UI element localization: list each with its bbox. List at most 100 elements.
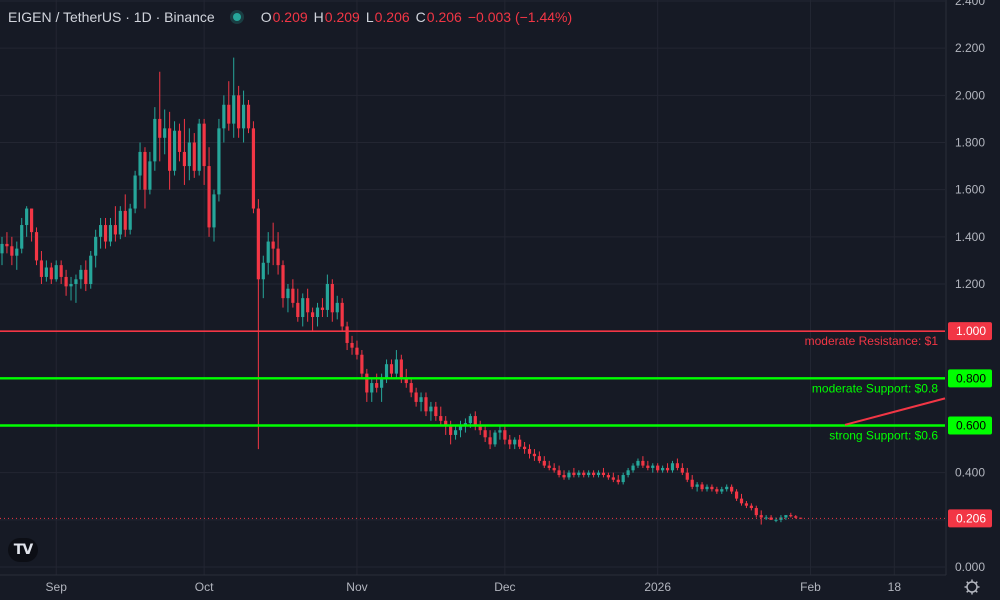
price-axis[interactable]: 0.0000.2000.4000.6000.8001.0001.2001.400… [945, 0, 1000, 600]
gear-tooth [966, 581, 969, 584]
time-tick-label: Nov [346, 580, 367, 594]
candle-body [207, 166, 211, 228]
candle-body [695, 484, 699, 487]
price-tick-label: 1.600 [955, 183, 985, 197]
gear-tooth [975, 581, 978, 584]
candle-body [187, 142, 191, 167]
candle-body [444, 420, 448, 426]
candle-body [434, 406, 438, 417]
last-price-tag-label: 0.206 [956, 511, 986, 525]
price-level-tag [948, 322, 992, 341]
tradingview-logo-icon[interactable]: TV [8, 538, 38, 562]
candle-body [0, 243, 4, 254]
candle-body [424, 397, 428, 412]
time-axis[interactable]: Sep Oct Nov Dec 2026 Feb 18 [0, 574, 946, 600]
candle-body [256, 208, 260, 280]
gear-tooth [966, 590, 969, 593]
candle-body [197, 123, 201, 171]
time-tick-label: Dec [494, 580, 515, 594]
candle-body [503, 430, 507, 440]
candle-body [641, 460, 645, 466]
candle-body [64, 276, 68, 287]
ohlc-open-label: O [260, 9, 272, 25]
candle-body [310, 312, 315, 318]
candle-body [158, 118, 162, 138]
candlestick-series [0, 57, 803, 525]
candle-body [143, 151, 147, 190]
candle-body [596, 472, 601, 476]
ohlc-open-value: 0.209 [272, 9, 308, 25]
time-tick-label: 2026 [644, 580, 671, 594]
candle-body [419, 397, 423, 402]
candle-body [715, 489, 719, 492]
candle-body [651, 465, 655, 468]
candle-body [789, 515, 793, 517]
candle-body [330, 284, 334, 313]
price-level-tag-label: 1.000 [956, 324, 986, 338]
candle-body [552, 467, 556, 471]
candle-body [360, 354, 364, 374]
candle-body [345, 326, 349, 343]
candle-body [128, 208, 132, 230]
candle-body [138, 151, 142, 176]
candle-body [498, 430, 502, 433]
candle-body [384, 364, 389, 379]
candle-body [355, 347, 359, 355]
candle-body [320, 307, 325, 310]
candle-body [513, 439, 517, 445]
time-tick-label: 18 [888, 580, 902, 594]
candle-body [380, 378, 384, 388]
price-tick-label: 2.400 [955, 0, 985, 8]
ohlc-high-value: 0.209 [324, 9, 360, 25]
candle-body [375, 383, 379, 388]
plot-background [0, 0, 945, 575]
candle-body [769, 517, 773, 520]
candle-body [276, 248, 280, 266]
candle-body [113, 225, 117, 235]
price-tick-label: 1.200 [955, 277, 985, 291]
candle-body [784, 515, 788, 518]
candle-body [661, 467, 665, 471]
candle-body [281, 265, 285, 299]
candle-body [163, 128, 167, 138]
candle-body [118, 210, 122, 235]
candle-body [350, 342, 354, 348]
candle-body [286, 288, 290, 299]
candle-body [153, 118, 157, 162]
candle-body [34, 232, 39, 261]
price-tick-label: 2.000 [955, 88, 985, 102]
candle-body [453, 430, 458, 435]
candle-body [473, 416, 477, 426]
level-label: strong Support: $0.6 [829, 429, 938, 443]
candle-body [177, 130, 182, 152]
candle-body [306, 298, 310, 313]
candle-body [493, 432, 497, 445]
candle-body [690, 479, 694, 487]
candle-body [44, 267, 48, 277]
candle-body [232, 95, 236, 124]
trend-line[interactable] [844, 397, 946, 426]
candle-body [725, 486, 729, 490]
candle-body [429, 406, 433, 412]
symbol-header: EIGEN / TetherUS · 1D · Binance O 0.209 H… [8, 6, 572, 28]
symbol-title[interactable]: EIGEN / TetherUS · 1D · Binance [8, 9, 215, 25]
candle-body [54, 265, 58, 280]
ohlc-low-value: 0.206 [374, 9, 410, 25]
settings-gear-icon[interactable] [964, 579, 980, 595]
candle-body [237, 95, 241, 129]
candle-body [99, 225, 103, 237]
ohlc-close-label: C [415, 9, 426, 25]
price-tick-label: 1.800 [955, 136, 985, 150]
candle-body [49, 267, 53, 280]
candle-body [241, 104, 246, 129]
candle-body [532, 453, 537, 457]
candle-body [562, 475, 566, 478]
candle-body [94, 236, 98, 256]
candle-body [458, 425, 463, 431]
time-axis-background [0, 575, 946, 600]
candle-body [29, 208, 34, 233]
candle-body [744, 503, 749, 506]
candle-body [774, 519, 778, 521]
candle-body [5, 243, 9, 247]
